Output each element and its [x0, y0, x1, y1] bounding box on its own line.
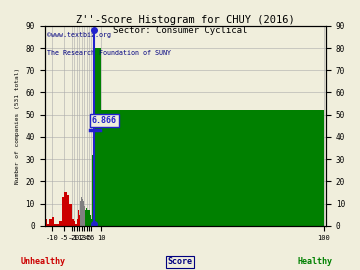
Bar	[88, 210, 89, 226]
Bar	[52, 217, 54, 226]
Bar	[74, 221, 75, 226]
Bar	[82, 199, 83, 226]
Text: ©www.textbiz.org: ©www.textbiz.org	[48, 32, 111, 38]
Bar	[62, 197, 64, 226]
Bar	[57, 224, 59, 226]
Bar	[92, 155, 93, 226]
Bar	[72, 219, 74, 226]
Bar	[84, 206, 85, 226]
Text: Healthy: Healthy	[297, 258, 333, 266]
Text: Score: Score	[167, 258, 193, 266]
Bar	[79, 215, 80, 226]
Bar	[47, 224, 49, 226]
Bar	[67, 195, 69, 226]
Bar	[81, 197, 82, 226]
Bar	[93, 48, 101, 226]
Text: Sector: Consumer Cyclical: Sector: Consumer Cyclical	[113, 26, 247, 35]
Bar	[86, 206, 87, 226]
Title: Z''-Score Histogram for CHUY (2016): Z''-Score Histogram for CHUY (2016)	[76, 15, 294, 25]
Text: 6.866: 6.866	[91, 116, 117, 125]
Bar	[101, 110, 324, 226]
Text: The Research Foundation of SUNY: The Research Foundation of SUNY	[48, 50, 171, 56]
Bar	[90, 215, 91, 226]
Bar	[45, 219, 47, 226]
Bar	[59, 221, 62, 226]
Bar	[49, 219, 52, 226]
Bar	[83, 199, 84, 226]
Bar	[78, 210, 79, 226]
Y-axis label: Number of companies (531 total): Number of companies (531 total)	[15, 68, 20, 184]
Bar	[77, 219, 78, 226]
Bar	[69, 204, 72, 226]
Bar	[85, 210, 86, 226]
Bar	[80, 201, 81, 226]
Bar	[87, 210, 88, 226]
Bar	[64, 193, 67, 226]
Bar	[75, 224, 77, 226]
Bar	[54, 224, 57, 226]
Bar	[89, 210, 90, 226]
Bar	[91, 219, 92, 226]
Text: Unhealthy: Unhealthy	[21, 258, 66, 266]
